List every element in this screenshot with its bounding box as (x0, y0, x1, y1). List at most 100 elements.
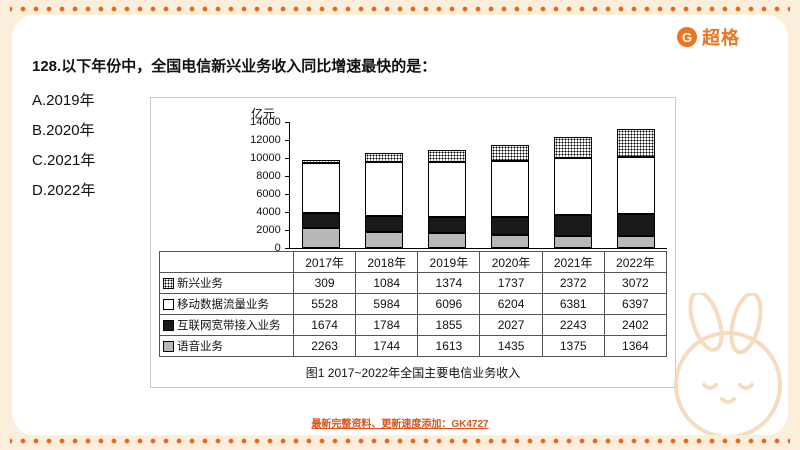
value-cell: 2243 (541, 314, 605, 336)
bar-segment (491, 216, 530, 236)
y-tick-mark (284, 140, 289, 141)
legend-swatch-icon (163, 341, 174, 353)
bar-segment (428, 216, 467, 234)
question-text: 128.以下年份中，全国电信新兴业务收入同比增速最快的是： (32, 58, 437, 75)
y-tick-mark (284, 158, 289, 159)
bar-segment (554, 158, 593, 216)
bar-segment (365, 232, 404, 248)
plot-row: 0 2000 4000 6000 8000 10000 12000 14000 (159, 116, 667, 254)
value-cell: 2402 (603, 314, 668, 336)
value-cell: 2027 (479, 314, 543, 336)
bar-segment (302, 212, 341, 228)
figure-caption: 图1 2017~2022年全国主要电信业务收入 (305, 366, 521, 380)
year-header-cell: 2017年 (292, 251, 357, 273)
stacked-bar (491, 145, 530, 248)
bar-segment (617, 156, 656, 215)
legend-cell: 互联网宽带接入业务 (159, 314, 294, 336)
value-cell: 1435 (479, 335, 543, 357)
stacked-bar (365, 152, 404, 248)
y-tick-mark (284, 176, 289, 177)
y-tick-label: 10000 (250, 152, 281, 164)
decorative-dots-top (10, 5, 790, 13)
options-list: A.2019年 B.2020年 C.2021年 D.2022年 (32, 86, 788, 206)
stacked-bar (428, 149, 467, 248)
chart-figure: 亿元 0 2000 4000 6000 8000 10000 12000 14000 2017… (150, 97, 676, 388)
stacked-bar (554, 136, 593, 248)
value-cell: 309 (292, 272, 357, 294)
table-row: 2017年 2018年 2019年 2020年 2021年 2022年 (159, 251, 668, 273)
value-cell: 6096 (417, 293, 481, 315)
value-cell: 1084 (355, 272, 419, 294)
bar-segment (491, 145, 530, 162)
value-cell: 1855 (417, 314, 481, 336)
footer-note: 最新完整资料、更新速度添加：GK4727 (311, 419, 489, 430)
bar-segment (491, 161, 530, 217)
value-cell: 1375 (541, 335, 605, 357)
option-b[interactable]: B.2020年 (32, 122, 95, 139)
brand-logo: G 超格 (677, 24, 740, 50)
value-cell: 3072 (603, 272, 668, 294)
y-tick-label: 8000 (256, 170, 281, 182)
y-tick-mark (284, 230, 289, 231)
option-c[interactable]: C.2021年 (32, 152, 96, 169)
table-row: 互联网宽带接入业务 1674 1784 1855 2027 2243 2402 (159, 314, 668, 336)
slide-card: G 超格 128.以下年份中，全国电信新兴业务收入同比增速最快的是： A.201… (12, 15, 788, 435)
legend-cell: 移动数据流量业务 (159, 293, 294, 315)
stacked-bar (617, 128, 656, 248)
value-cell: 1613 (417, 335, 481, 357)
bar-segment (302, 160, 341, 163)
value-cell: 1744 (355, 335, 419, 357)
value-cell: 2263 (292, 335, 357, 357)
y-tick-mark (284, 194, 289, 195)
bar-segment (428, 161, 467, 217)
y-axis-unit-label: 亿元 (250, 107, 275, 121)
brand-name: 超格 (702, 28, 740, 48)
y-tick-label: 2000 (256, 224, 281, 236)
bar-segment (617, 128, 656, 157)
value-cell: 5984 (355, 293, 419, 315)
legend-label: 新兴业务 (177, 278, 223, 290)
bar-segment (302, 227, 341, 248)
value-cell: 1784 (355, 314, 419, 336)
value-cell: 1674 (292, 314, 357, 336)
stacked-bar-plot (288, 122, 667, 249)
legend-swatch-icon (163, 299, 174, 311)
bar-segment (554, 235, 593, 248)
bar-segment (365, 152, 404, 163)
bar-segment (554, 136, 593, 159)
bar-segment (428, 233, 467, 248)
value-cell: 1374 (417, 272, 481, 294)
bar-segment (491, 235, 530, 248)
bar-segment (617, 214, 656, 236)
option-a[interactable]: A.2019年 (32, 92, 95, 109)
bar-segment (554, 215, 593, 236)
y-axis: 0 2000 4000 6000 8000 10000 12000 14000 (159, 116, 289, 254)
table-row: 移动数据流量业务 5528 5984 6096 6204 6381 6397 (159, 293, 668, 315)
y-tick-label: 14000 (250, 116, 281, 128)
legend-swatch-icon (163, 278, 174, 290)
year-header-cell: 2020年 (479, 251, 543, 273)
table-row: 新兴业务 309 1084 1374 1737 2372 3072 (159, 272, 668, 294)
y-tick-mark (284, 122, 289, 123)
table-row: 语音业务 2263 1744 1613 1435 1375 1364 (159, 335, 668, 357)
legend-cell: 语音业务 (159, 335, 294, 357)
bar-segment (428, 149, 467, 162)
value-cell: 5528 (292, 293, 357, 315)
y-tick-mark (284, 212, 289, 213)
value-cell: 6204 (479, 293, 543, 315)
mascot-watermark-icon (674, 293, 782, 435)
option-d[interactable]: D.2022年 (32, 182, 96, 199)
legend-swatch-icon (163, 320, 174, 332)
legend-cell: 新兴业务 (159, 272, 294, 294)
value-cell: 2372 (541, 272, 605, 294)
year-header-cell: 2019年 (417, 251, 481, 273)
y-tick-label: 12000 (250, 134, 281, 146)
value-cell: 1364 (603, 335, 668, 357)
value-cell: 6381 (541, 293, 605, 315)
bar-segment (302, 162, 341, 213)
y-tick-label: 4000 (256, 206, 281, 218)
legend-label: 语音业务 (177, 341, 223, 353)
value-cell: 1737 (479, 272, 543, 294)
y-tick-label: 6000 (256, 188, 281, 200)
legend-label: 移动数据流量业务 (177, 299, 269, 311)
